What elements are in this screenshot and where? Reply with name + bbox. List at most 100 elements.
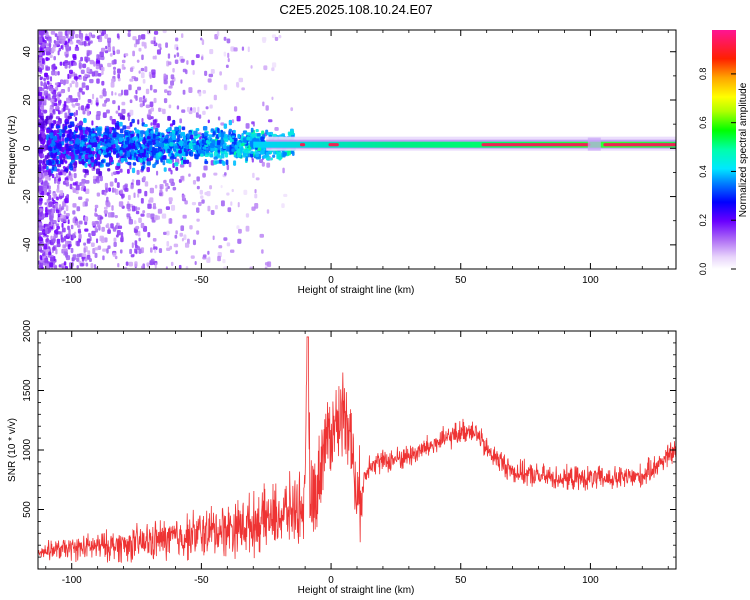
heatmap-cell (223, 51, 227, 57)
heatmap-cell (137, 207, 141, 211)
heatmap-cell (94, 207, 97, 213)
heatmap-cell (271, 96, 274, 101)
heatmap-cell (201, 39, 205, 46)
heatmap-cell (158, 107, 161, 113)
heatmap-cell (38, 225, 43, 232)
heatmap-cell (170, 169, 173, 175)
heatmap-cell (200, 195, 204, 199)
heatmap-cell (94, 226, 97, 231)
heatmap-cell (53, 230, 57, 234)
heatmap-cell (195, 112, 199, 118)
heatmap-cell (191, 202, 197, 206)
heatmap-cell (60, 39, 65, 44)
heatmap-cell (75, 149, 80, 155)
heatmap-cell (188, 151, 192, 156)
heatmap-cell (134, 228, 138, 233)
heatmap-cell (38, 95, 41, 99)
heatmap-cell (105, 148, 110, 153)
heatmap-cell (105, 162, 110, 167)
heatmap-cell (81, 82, 86, 88)
heatmap-cell (148, 147, 153, 152)
heatmap-cell (49, 132, 54, 138)
heatmap-cell (101, 226, 105, 232)
heatmap-cell (174, 59, 179, 64)
heatmap-cell (65, 44, 70, 50)
heatmap-cell (210, 144, 215, 149)
heatmap-cell (186, 106, 190, 113)
heatmap-cell (55, 160, 59, 164)
heatmap-cell (164, 135, 168, 139)
heatmap-cell (85, 85, 90, 91)
heatmap-cell (243, 149, 248, 154)
heatmap-cell (92, 93, 95, 100)
heatmap-cell (78, 260, 82, 264)
heatmap-cell (144, 181, 149, 187)
heatmap-cell (116, 162, 121, 167)
heatmap-cell (133, 192, 136, 199)
heatmap-cell (100, 47, 106, 52)
heatmap-cell (72, 182, 77, 186)
heatmap-cell (84, 169, 89, 174)
heatmap-cell (202, 254, 207, 258)
heatmap-cell (170, 261, 174, 267)
heatmap-cell (73, 76, 79, 80)
heatmap-cell (131, 118, 135, 124)
heatmap-cell (65, 118, 68, 123)
heatmap-cell (251, 158, 254, 163)
heatmap-cell (254, 188, 257, 194)
heatmap-cell (149, 101, 154, 108)
heatmap-cell (245, 123, 250, 129)
heatmap-cell (166, 230, 170, 236)
heatmap-cell (150, 247, 153, 253)
heatmap-cell (45, 43, 50, 47)
heatmap-cell (104, 33, 109, 39)
heatmap-cell (111, 90, 114, 96)
heatmap-cell (50, 235, 53, 241)
heatmap-cell (55, 223, 60, 227)
heatmap-cell (254, 193, 258, 199)
heatmap-cell (39, 153, 45, 159)
heatmap-cell (93, 264, 97, 268)
heatmap-cell (159, 46, 162, 51)
heatmap-cell (163, 167, 167, 172)
heatmap-cell (64, 168, 69, 172)
heatmap-cell (45, 51, 51, 56)
heatmap-cell (63, 106, 66, 112)
heatmap-cell (84, 163, 88, 168)
heatmap-cell (40, 255, 43, 261)
heatmap-cell (107, 245, 111, 250)
heatmap-cell (112, 132, 117, 138)
heatmap-cell (68, 262, 74, 268)
y-tick-label: 40 (22, 46, 33, 58)
heatmap-cell (116, 229, 121, 236)
heatmap-cell (82, 168, 85, 173)
heatmap-cell (163, 180, 167, 184)
heatmap-cell (206, 257, 211, 263)
heatmap-cell (202, 90, 207, 94)
heatmap-cell (68, 138, 72, 142)
heatmap-cell (64, 252, 69, 258)
heatmap-cell (46, 153, 50, 159)
heatmap-cell (53, 149, 57, 154)
heatmap-cell (183, 135, 186, 141)
x-tick-label: 100 (582, 575, 599, 586)
heatmap-cell (105, 138, 111, 144)
heatmap-cell (88, 232, 91, 238)
snr-x-axis-label: Height of straight line (km) (298, 585, 415, 596)
heatmap-cell (136, 144, 140, 148)
heatmap-cell (192, 239, 197, 246)
heatmap-cell (139, 158, 143, 163)
heatmap-cell (91, 161, 94, 167)
heatmap-cell (46, 115, 50, 120)
heatmap-cell (88, 32, 92, 38)
heatmap-cell (117, 105, 120, 111)
heatmap-cell (111, 205, 114, 211)
heatmap-cell (60, 110, 63, 114)
heatmap-cell (64, 137, 68, 142)
heatmap-cell (117, 263, 120, 268)
heatmap-cell (53, 63, 56, 69)
heatmap-cell (39, 262, 43, 268)
heatmap-cell (164, 89, 168, 93)
heatmap-cell (76, 265, 79, 269)
heatmap-cell (91, 34, 96, 39)
